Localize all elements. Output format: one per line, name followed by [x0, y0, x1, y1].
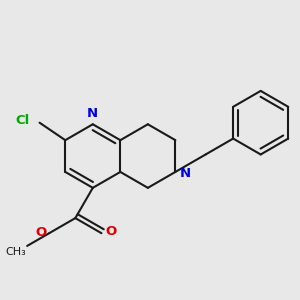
Text: N: N: [179, 167, 191, 180]
Text: O: O: [105, 226, 116, 238]
Text: CH₃: CH₃: [5, 247, 26, 256]
Text: O: O: [35, 226, 46, 239]
Text: N: N: [87, 107, 98, 120]
Text: Cl: Cl: [15, 114, 30, 128]
